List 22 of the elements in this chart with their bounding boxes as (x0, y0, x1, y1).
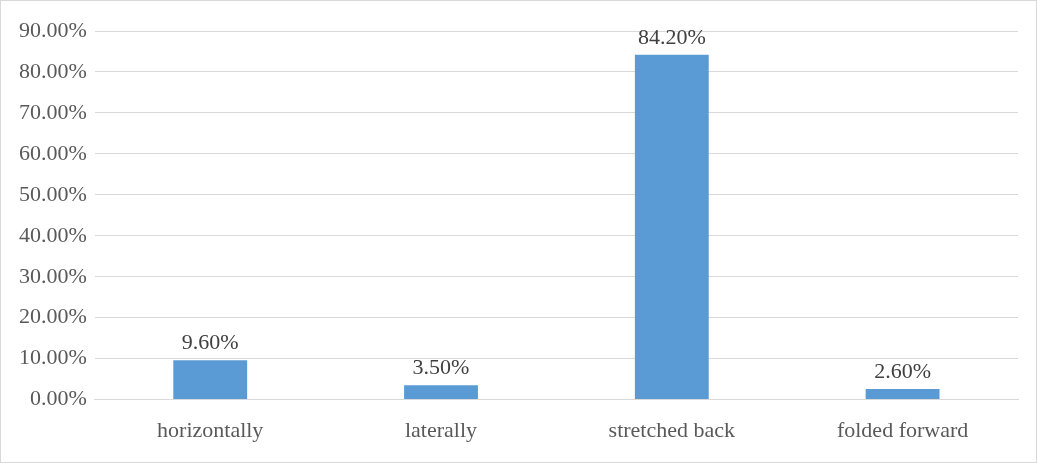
y-tick-label: 20.00% (19, 303, 87, 329)
x-tick-label: horizontally (157, 416, 264, 442)
data-label: 2.60% (874, 357, 932, 383)
y-tick-label: 0.00% (30, 385, 87, 411)
y-tick-label: 40.00% (19, 221, 87, 247)
x-tick-label: stretched back (608, 416, 736, 442)
x-tick-label: folded forward (836, 416, 969, 442)
y-tick-label: 80.00% (19, 57, 87, 83)
bar (865, 388, 940, 400)
data-label: 84.20% (637, 23, 706, 49)
y-tick-label: 30.00% (19, 262, 87, 288)
data-label: 3.50% (412, 354, 470, 380)
y-tick-label: 60.00% (19, 139, 87, 165)
bar (173, 360, 248, 400)
data-label: 9.60% (181, 329, 239, 355)
y-tick-label: 70.00% (19, 98, 87, 124)
x-tick-label: laterally (404, 416, 478, 442)
y-tick-label: 10.00% (19, 344, 87, 370)
bar (634, 54, 709, 400)
y-tick-label: 50.00% (19, 180, 87, 206)
bar (404, 385, 478, 400)
y-tick-label: 90.00% (19, 16, 87, 42)
